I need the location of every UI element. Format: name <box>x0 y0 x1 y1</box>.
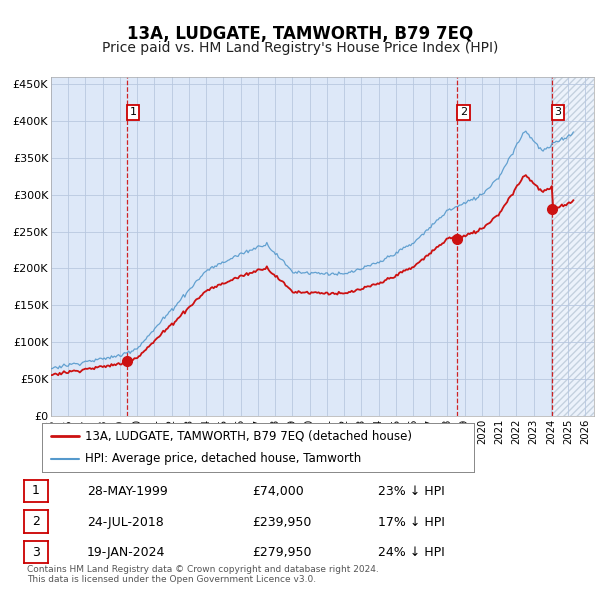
Text: Price paid vs. HM Land Registry's House Price Index (HPI): Price paid vs. HM Land Registry's House … <box>102 41 498 55</box>
Text: 24-JUL-2018: 24-JUL-2018 <box>87 516 164 529</box>
Text: 19-JAN-2024: 19-JAN-2024 <box>87 546 166 559</box>
Text: Contains HM Land Registry data © Crown copyright and database right 2024.
This d: Contains HM Land Registry data © Crown c… <box>27 565 379 584</box>
Text: 13A, LUDGATE, TAMWORTH, B79 7EQ: 13A, LUDGATE, TAMWORTH, B79 7EQ <box>127 25 473 44</box>
Text: 2: 2 <box>460 107 467 117</box>
Text: £239,950: £239,950 <box>252 516 311 529</box>
Text: 24% ↓ HPI: 24% ↓ HPI <box>378 546 445 559</box>
Text: 1: 1 <box>32 484 40 497</box>
Text: 17% ↓ HPI: 17% ↓ HPI <box>378 516 445 529</box>
Text: 1: 1 <box>130 107 137 117</box>
Text: 13A, LUDGATE, TAMWORTH, B79 7EQ (detached house): 13A, LUDGATE, TAMWORTH, B79 7EQ (detache… <box>85 430 412 442</box>
Text: HPI: Average price, detached house, Tamworth: HPI: Average price, detached house, Tamw… <box>85 453 361 466</box>
Text: 3: 3 <box>554 107 562 117</box>
Bar <box>552 77 594 416</box>
Bar <box>552 77 594 416</box>
Text: 3: 3 <box>32 546 40 559</box>
Text: £279,950: £279,950 <box>252 546 311 559</box>
Text: 28-MAY-1999: 28-MAY-1999 <box>87 485 168 498</box>
Text: £74,000: £74,000 <box>252 485 304 498</box>
Text: 2: 2 <box>32 515 40 528</box>
Text: 23% ↓ HPI: 23% ↓ HPI <box>378 485 445 498</box>
